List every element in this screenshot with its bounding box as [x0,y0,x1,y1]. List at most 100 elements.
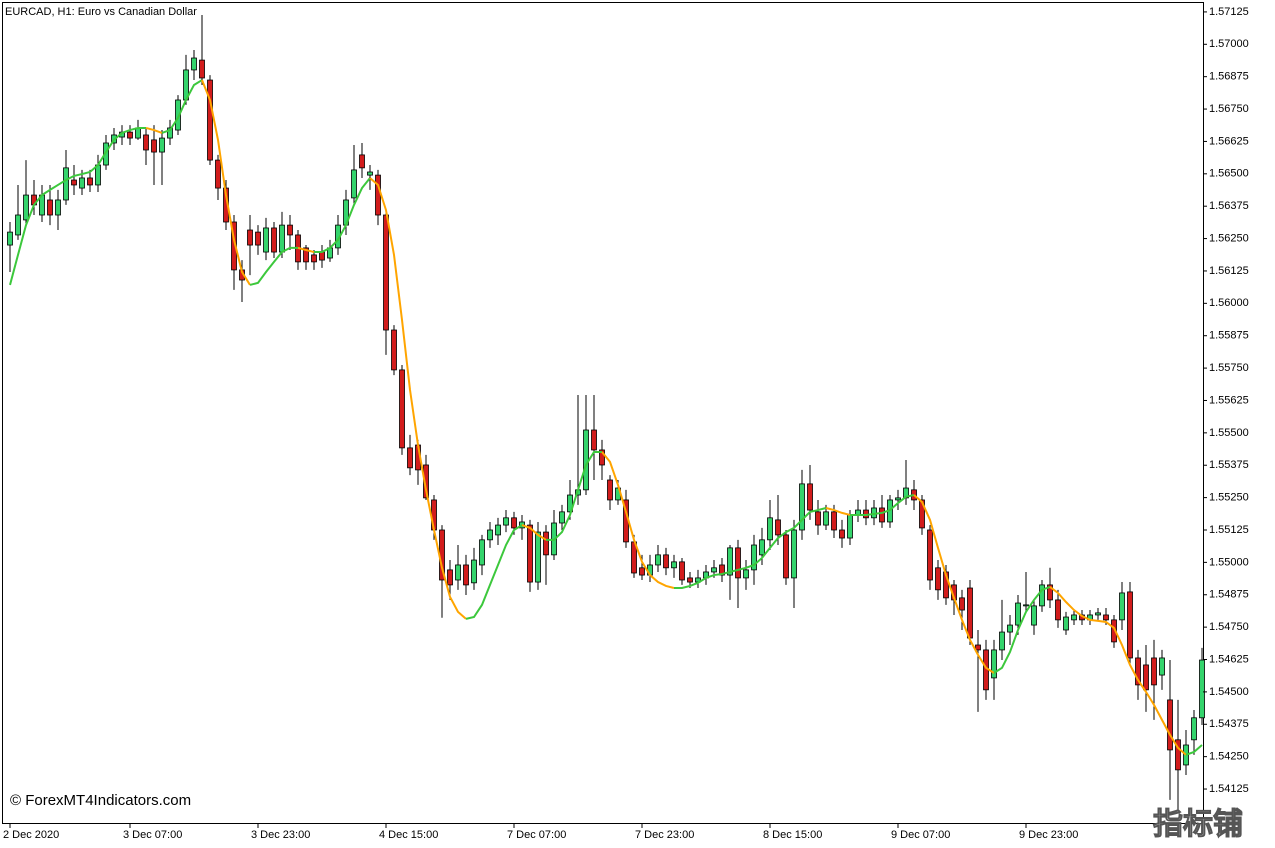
y-tick-label: 1.55125 [1209,524,1249,536]
candle-body [919,499,925,529]
candle-body [599,449,605,466]
moving-average [1185,744,1203,756]
candle-body [287,224,293,236]
moving-average [546,451,602,541]
candle-body [727,547,733,576]
candle-body [1127,591,1133,659]
candle-body [127,131,133,139]
candle-body [735,547,741,579]
candle-body [1143,664,1149,691]
x-tick-label: 8 Dec 15:00 [763,829,822,841]
y-tick-label: 1.55500 [1209,427,1249,439]
candle-body [847,514,853,539]
moving-average [369,177,467,620]
candle-body [895,497,901,501]
candle-body [463,564,469,586]
y-tick-label: 1.57000 [1209,38,1249,50]
candle-body [815,511,821,526]
candle-body [1175,739,1181,771]
y-tick-label: 1.54125 [1209,783,1249,795]
moving-average [850,494,915,516]
candle-body [351,169,357,199]
candle-body [319,251,325,261]
candle-body [1103,614,1109,621]
candle-body [159,137,165,153]
y-tick-label: 1.54875 [1209,589,1249,601]
moving-average [1049,586,1187,756]
candle-body [135,127,141,139]
candle-body [151,139,157,153]
moving-average [465,524,523,620]
candle-body [143,134,149,151]
moving-average [825,507,851,516]
y-tick-label: 1.56250 [1209,232,1249,244]
candle-body [535,531,541,583]
candle-body [263,227,269,253]
candle-body [1135,657,1141,686]
logo: 指标铺 [1153,808,1243,841]
chart-title: EURCAD, H1: Euro vs Canadian Dollar [5,6,197,18]
candle-body [1191,717,1197,741]
candle-body [759,539,765,556]
candle-body [15,214,21,236]
moving-average [993,586,1051,674]
candle-body [975,644,981,651]
y-tick-label: 1.54625 [1209,653,1249,665]
candle-body [455,564,461,581]
candle-body [1015,602,1021,626]
candle-body [359,154,365,169]
candle-body [63,167,69,201]
candle-body [207,79,213,161]
x-tick-label: 3 Dec 23:00 [251,829,310,841]
candle-body [591,429,597,451]
candle-body [511,517,517,529]
candle-body [831,511,837,531]
candle-body [71,179,77,186]
candle-body [271,227,277,253]
candle-body [751,544,757,571]
candle-body [215,159,221,189]
candle-body [1023,604,1029,607]
candle-body [1071,614,1077,621]
candle-body [1151,657,1157,686]
candle-body [1039,584,1045,607]
y-tick-label: 1.57125 [1209,6,1249,18]
candle-body [991,649,997,679]
candle-body [375,174,381,216]
candle-body [447,569,453,586]
candle-body [391,329,397,371]
y-tick-label: 1.55875 [1209,330,1249,342]
moving-average [521,524,547,541]
candle-body [23,194,29,221]
x-tick-label: 4 Dec 15:00 [379,829,438,841]
candle-body [1063,616,1069,631]
candle-body [55,199,61,216]
moving-average [674,507,827,590]
x-tick-label: 7 Dec 07:00 [507,829,566,841]
candle-body [583,429,589,491]
candle-body [1159,657,1165,676]
candle-body [607,479,613,501]
candle-body [959,597,965,611]
y-tick-label: 1.56625 [1209,135,1249,147]
y-tick-label: 1.56125 [1209,265,1249,277]
y-tick-label: 1.54750 [1209,621,1249,633]
candle-body [495,524,501,536]
candle-body [967,587,973,639]
candle-body [471,559,477,584]
moving-average [249,246,298,286]
candle-body [311,254,317,263]
candle-body [247,229,253,246]
candle-body [191,57,197,71]
moving-average [145,126,163,134]
candle-body [279,224,285,253]
candle-body [1111,619,1117,643]
candle-body [823,511,829,526]
candle-body [935,567,941,591]
candle-body [999,631,1005,651]
candle-body [47,199,53,216]
y-tick-label: 1.55250 [1209,492,1249,504]
y-tick-label: 1.56500 [1209,168,1249,180]
candle-body [839,529,845,539]
